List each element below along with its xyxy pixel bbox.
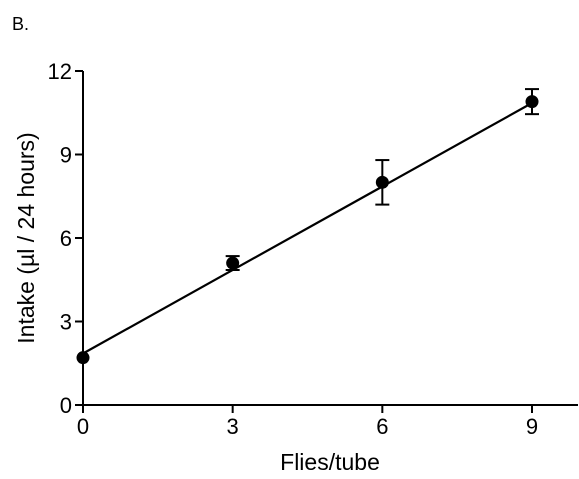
fit-line-group [82,102,533,355]
x-tick-label: 9 [526,414,538,439]
x-tick-label: 3 [227,414,239,439]
x-tick-label: 6 [376,414,388,439]
y-tick-label: 12 [48,59,72,84]
y-tick-label: 9 [60,143,72,168]
x-axis-label: Flies/tube [280,449,380,475]
axes: 0 3 6 9 12 0 3 6 9 [48,59,578,439]
data-point [525,95,539,109]
y-tick-label: 6 [60,226,72,251]
y-axis-label: Intake (µl / 24 hours) [13,132,39,343]
data-point [375,175,389,189]
data-points [76,95,539,365]
y-tick-label: 3 [60,310,72,335]
x-tick-label: 0 [77,414,89,439]
data-point [76,351,90,365]
data-point [226,256,240,270]
panel-label: B. [12,14,30,34]
y-tick-label: 0 [60,393,72,418]
fit-line [82,102,533,355]
